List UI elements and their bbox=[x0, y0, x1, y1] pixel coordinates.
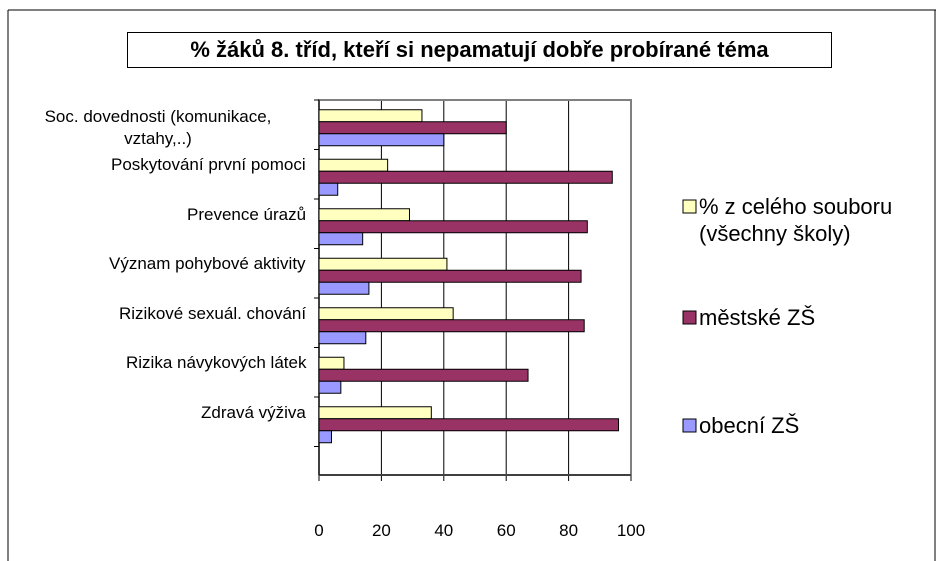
bar bbox=[318, 406, 432, 420]
legend-swatch bbox=[682, 310, 697, 325]
bar bbox=[318, 133, 445, 147]
legend-label: obecní ZŠ bbox=[699, 413, 800, 438]
bar bbox=[318, 182, 339, 196]
y-tick-label: Zdravá výživa bbox=[201, 402, 306, 422]
x-tick-label: 40 bbox=[434, 521, 453, 540]
bar bbox=[318, 121, 507, 135]
bar bbox=[318, 368, 529, 382]
y-tick-label: Rizika návykových látek bbox=[126, 353, 307, 373]
y-tick-label: Soc. dovednosti (komunikace, vztahy,..) bbox=[44, 106, 272, 148]
legend-swatch bbox=[682, 418, 697, 433]
legend-swatch bbox=[682, 199, 697, 214]
bar bbox=[318, 109, 423, 123]
bar bbox=[318, 170, 613, 184]
bar bbox=[318, 281, 370, 295]
bar bbox=[318, 430, 332, 444]
bar bbox=[318, 418, 620, 432]
y-tick-label: Prevence úrazů bbox=[187, 204, 307, 224]
y-tick-label: Poskytování první pomoci bbox=[111, 155, 306, 175]
x-tick-label: 80 bbox=[559, 521, 578, 540]
x-tick-label: 100 bbox=[617, 521, 645, 540]
bar bbox=[318, 232, 364, 246]
bar bbox=[318, 380, 342, 394]
bar bbox=[318, 257, 448, 271]
x-tick-label: 20 bbox=[372, 521, 391, 540]
chart-title: % žáků 8. tříd, kteří si nepamatují dobř… bbox=[127, 32, 832, 68]
y-tick-label: Rizikové sexuál. chování bbox=[119, 303, 307, 323]
bar bbox=[318, 331, 367, 345]
y-tick-label: Význam pohybové aktivity bbox=[109, 254, 306, 274]
bar bbox=[318, 307, 454, 321]
x-tick-label: 0 bbox=[314, 521, 323, 540]
bar bbox=[318, 356, 345, 370]
bar bbox=[318, 208, 410, 222]
bar bbox=[318, 158, 389, 172]
bar bbox=[318, 269, 582, 283]
legend-label: městské ZŠ bbox=[699, 305, 816, 330]
bar bbox=[318, 319, 585, 333]
legend-label: % z celého souboru (všechny školy) bbox=[699, 194, 893, 246]
bar bbox=[318, 220, 588, 234]
x-tick-label: 60 bbox=[497, 521, 516, 540]
